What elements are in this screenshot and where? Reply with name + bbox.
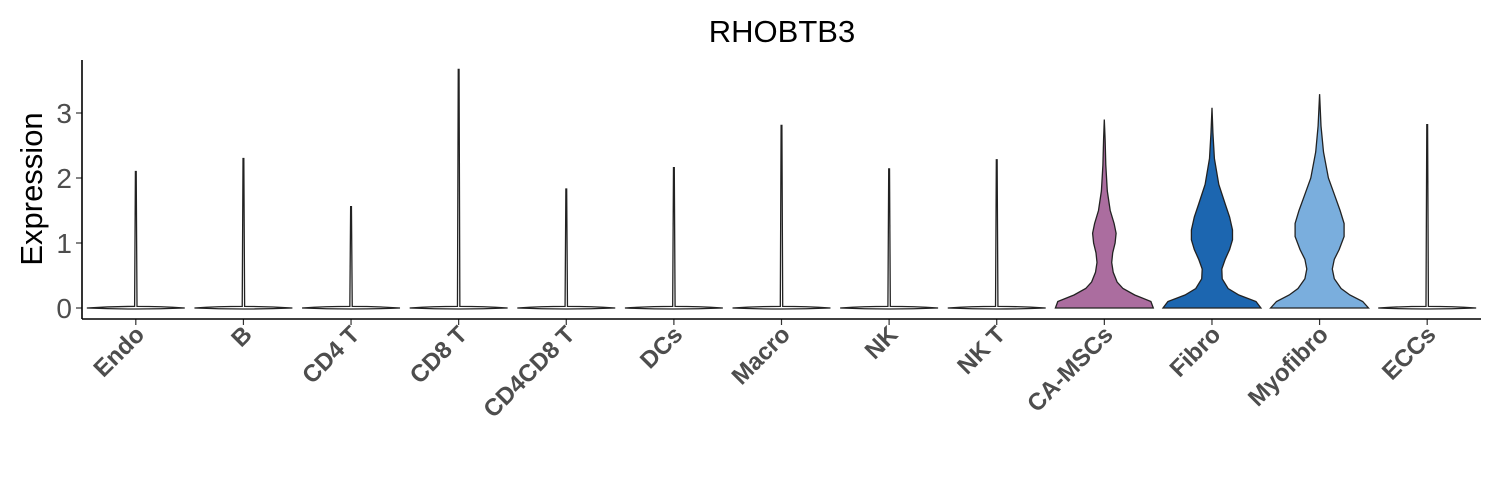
x-tick-label-cd4-t: CD4 T [297,321,365,389]
x-tick-label-cd4cd8-t: CD4CD8 T [478,321,580,423]
violin-fibro [1161,107,1263,309]
chart-title: RHOBTB3 [709,14,855,49]
violin-nk [840,168,939,310]
violin-dcs [624,166,723,310]
violin-macro [732,124,831,310]
violin-ca-mscs [1054,119,1155,309]
y-axis-label: Expression [14,112,49,265]
y-tick-label: 2 [56,163,72,194]
violin-eccs [1378,124,1477,310]
x-tick-label-fibro: Fibro [1165,321,1227,383]
violin-endo [86,170,185,310]
x-tick-label-macro: Macro [727,321,796,390]
violin-group [86,68,1477,310]
x-ticks: Endo B CD4 T CD8 T CD4CD8 T DCs Macro NK NK T CA-… [89,319,1441,423]
x-tick-label-nk-t: NK T [952,321,1011,380]
y-tick-label: 0 [56,293,72,324]
y-tick-label: 1 [56,228,72,259]
x-tick-label-endo: Endo [89,321,151,383]
x-tick-label-cd8-t: CD8 T [405,321,473,389]
violin-b [194,157,293,310]
violin-nk-t [947,159,1046,310]
x-tick-label-b: B [226,321,257,352]
violin-cd8-t [409,68,508,310]
violin-cd4cd8-t [517,188,616,310]
violin-myofibro [1269,94,1370,309]
x-tick-label-dcs: DCs [635,321,688,374]
x-tick-label-eccs: ECCs [1377,321,1441,385]
violin-cd4-t [302,205,401,310]
y-tick-label: 3 [56,98,72,129]
x-tick-label-myofibro: Myofibro [1243,321,1334,412]
y-ticks: 0 1 2 3 [56,98,82,324]
x-tick-label-nk: NK [860,321,904,365]
x-tick-label-ca-mscs: CA-MSCs [1022,321,1118,417]
